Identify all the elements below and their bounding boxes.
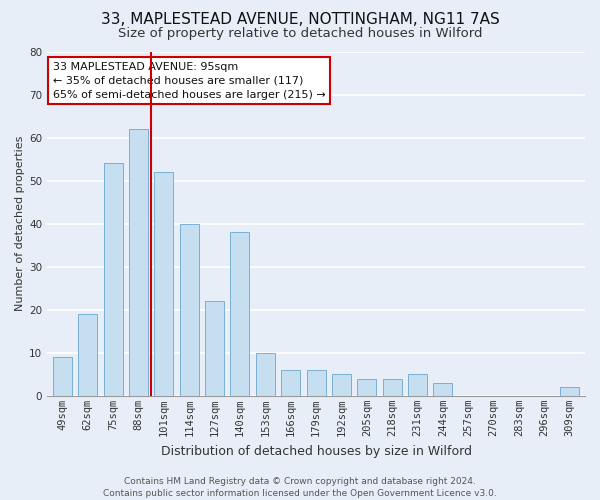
Bar <box>129 129 148 396</box>
Bar <box>408 374 427 396</box>
Bar <box>383 378 402 396</box>
X-axis label: Distribution of detached houses by size in Wilford: Distribution of detached houses by size … <box>161 444 472 458</box>
Bar <box>358 378 376 396</box>
Bar <box>281 370 300 396</box>
Bar <box>154 172 173 396</box>
Bar <box>104 164 122 396</box>
Text: 33, MAPLESTEAD AVENUE, NOTTINGHAM, NG11 7AS: 33, MAPLESTEAD AVENUE, NOTTINGHAM, NG11 … <box>101 12 499 28</box>
Bar <box>53 357 72 396</box>
Text: 33 MAPLESTEAD AVENUE: 95sqm
← 35% of detached houses are smaller (117)
65% of se: 33 MAPLESTEAD AVENUE: 95sqm ← 35% of det… <box>53 62 325 100</box>
Text: Contains HM Land Registry data © Crown copyright and database right 2024.
Contai: Contains HM Land Registry data © Crown c… <box>103 476 497 498</box>
Bar <box>433 383 452 396</box>
Bar <box>180 224 199 396</box>
Bar <box>332 374 351 396</box>
Bar <box>560 388 579 396</box>
Bar <box>307 370 326 396</box>
Bar <box>205 301 224 396</box>
Bar <box>78 314 97 396</box>
Y-axis label: Number of detached properties: Number of detached properties <box>15 136 25 312</box>
Bar <box>256 353 275 396</box>
Bar <box>230 232 250 396</box>
Text: Size of property relative to detached houses in Wilford: Size of property relative to detached ho… <box>118 28 482 40</box>
